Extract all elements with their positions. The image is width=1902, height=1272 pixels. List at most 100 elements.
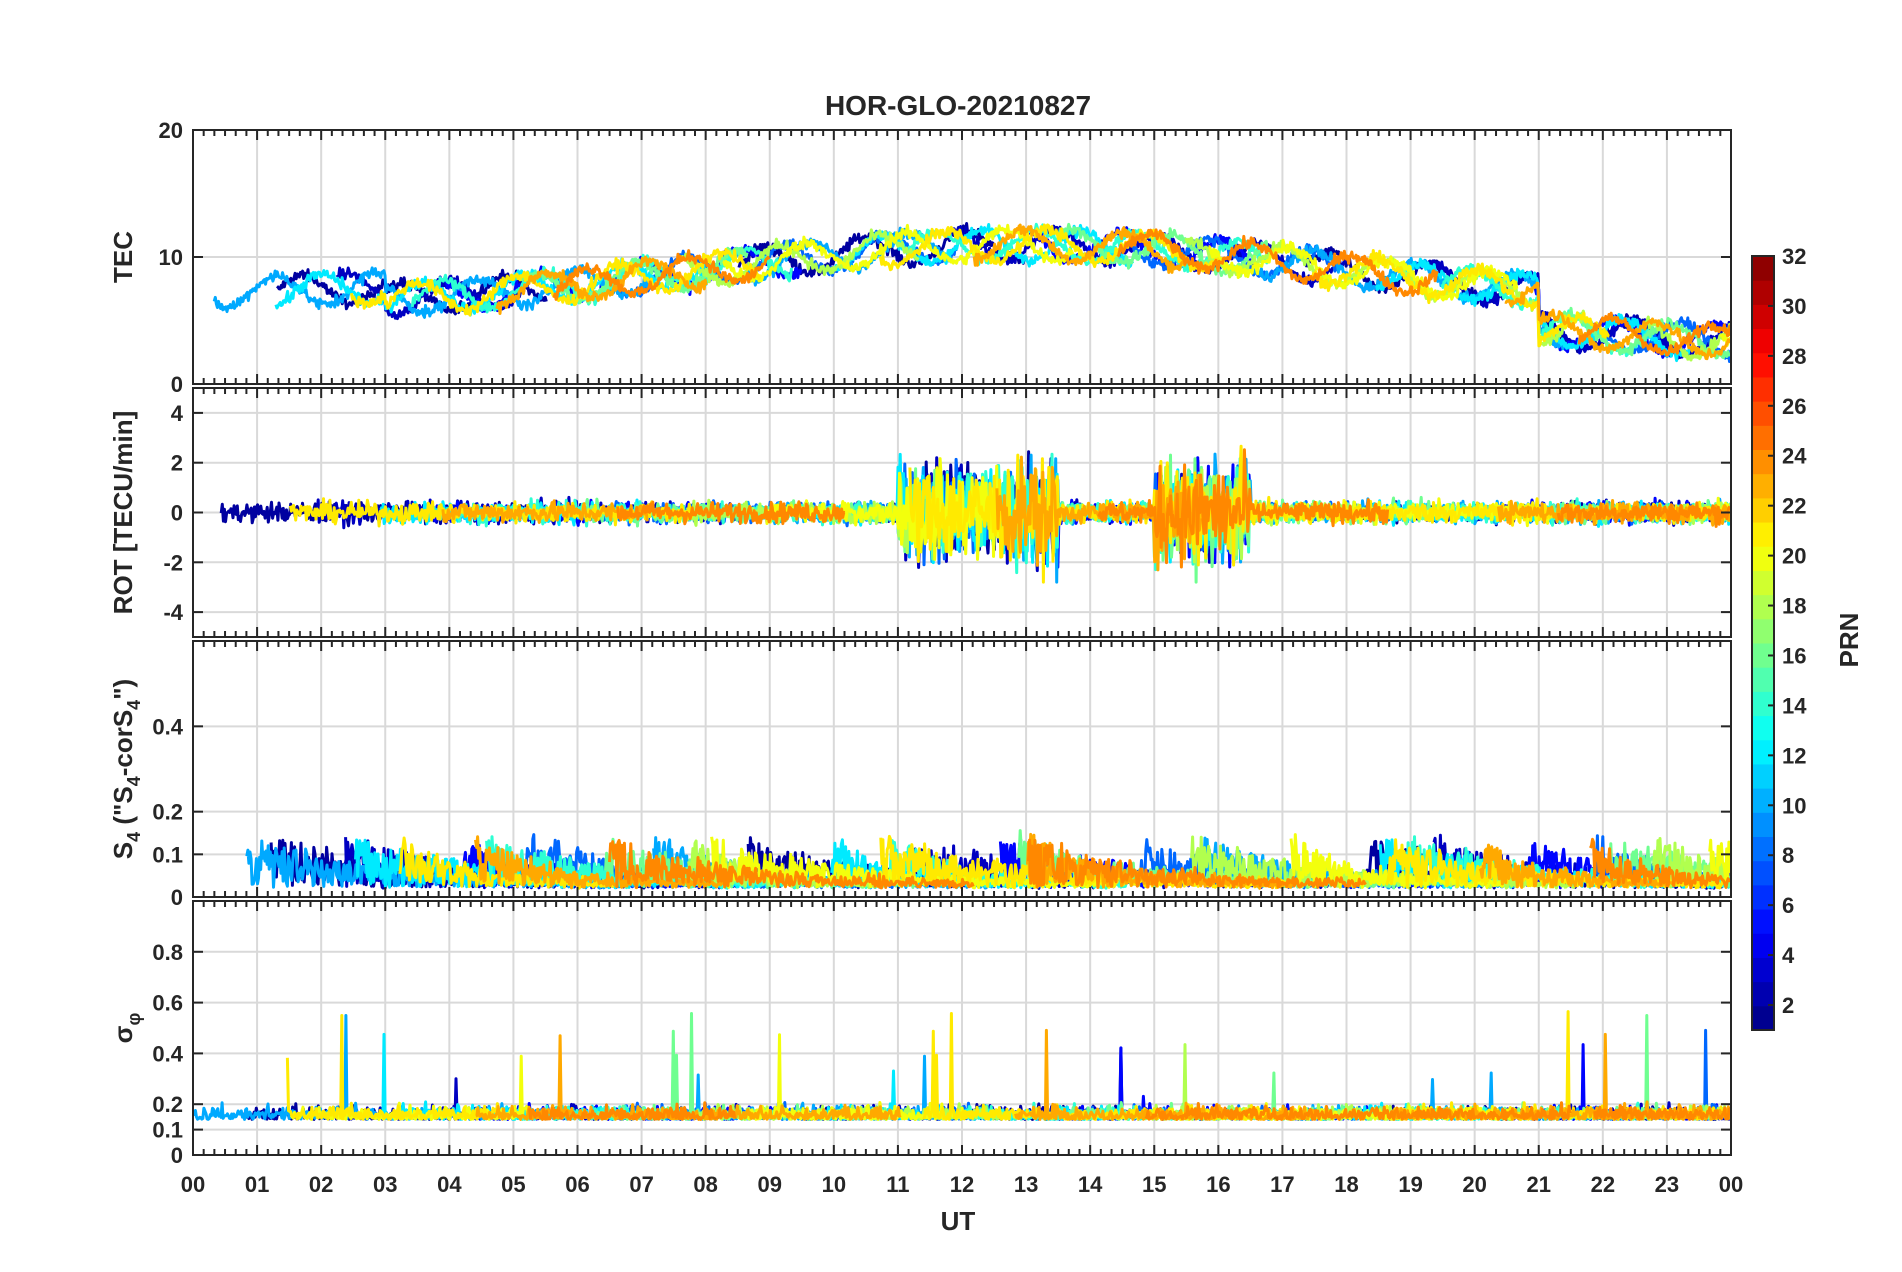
- series-line-prn-20: [1207, 238, 1519, 302]
- colorbar-tick-label: 14: [1782, 693, 1807, 718]
- series-line-prn-23: [1504, 281, 1731, 361]
- series-line-prn-23: [972, 223, 1187, 274]
- colorbar-swatch: [1752, 812, 1774, 837]
- y-tick-label: 0.4: [152, 714, 183, 739]
- colorbar-swatch: [1752, 860, 1774, 886]
- series-line-prn-20: [1289, 833, 1505, 890]
- panel-4: 00.10.2 0.4 0.6 0.8 σφ: [108, 900, 1732, 1168]
- y-axis-label: σφ: [108, 1013, 144, 1044]
- x-tick-label: 05: [501, 1172, 525, 1197]
- x-tick-label: 13: [1014, 1172, 1038, 1197]
- colorbar-swatch: [1752, 304, 1774, 330]
- y-tick-label: -4: [163, 600, 183, 625]
- colorbar-swatch: [1752, 618, 1774, 644]
- colorbar-swatch: [1752, 739, 1774, 765]
- colorbar-tick-label: 2: [1782, 993, 1794, 1018]
- y-tick-label: 0.1: [152, 842, 183, 867]
- y-tick-label: 10: [159, 245, 183, 270]
- colorbar-swatch: [1752, 328, 1774, 354]
- series-line-prn-24: [1589, 837, 1731, 890]
- colorbar-label: PRN: [1834, 613, 1864, 668]
- series-group: [193, 1010, 1731, 1121]
- x-axis: 00 01 02 03 04 05 06 07 08 09 10 11 12 13 14 15 16 17 18 19…: [181, 1172, 1743, 1197]
- y-tick-label: 0: [171, 501, 183, 526]
- x-tick-label: 01: [245, 1172, 269, 1197]
- series-line-prn-24: [1027, 838, 1367, 889]
- colorbar-swatch: [1752, 376, 1774, 402]
- colorbar-swatch: [1752, 280, 1774, 305]
- series-line-prn-24: [1577, 311, 1731, 357]
- series-line-prn-21: [1310, 249, 1610, 348]
- series-line-prn-24: [1593, 1104, 1731, 1121]
- series-line-prn-21: [285, 1014, 501, 1121]
- x-tick-label: 20: [1462, 1172, 1486, 1197]
- x-tick-label: 00: [1719, 1172, 1743, 1197]
- colorbar-tick-label: 24: [1782, 444, 1807, 469]
- x-tick-label: 04: [437, 1172, 462, 1197]
- y-tick-label: 0.1: [152, 1118, 183, 1143]
- series-line-prn-24: [528, 1101, 737, 1121]
- colorbar-swatch: [1752, 909, 1774, 934]
- colorbar-tick-label: 20: [1782, 544, 1806, 569]
- x-tick-label: 12: [950, 1172, 974, 1197]
- panel-2: -4 -2 0 2 4 ROT [TECU/min]: [108, 387, 1732, 638]
- colorbar-swatch: [1752, 715, 1774, 741]
- colorbar-swatch: [1752, 1005, 1774, 1031]
- x-tick-label: 10: [822, 1172, 846, 1197]
- colorbar-swatch: [1752, 473, 1774, 499]
- colorbar-tick-label: 22: [1782, 494, 1806, 519]
- colorbar-swatch: [1752, 643, 1774, 668]
- colorbar-tick-label: 28: [1782, 344, 1806, 369]
- series-line-prn-18: [1643, 315, 1731, 362]
- x-tick-label: 22: [1591, 1172, 1615, 1197]
- y-tick-label: 0: [171, 885, 183, 910]
- series-group: [245, 829, 1731, 890]
- series-line-prn-24: [608, 838, 975, 890]
- x-axis-label: UT: [941, 1206, 976, 1236]
- series-line-prn-12: [1375, 257, 1691, 363]
- x-tick-label: 09: [758, 1172, 782, 1197]
- colorbar-frame: [1751, 255, 1775, 1031]
- colorbar-tick-label: 10: [1782, 793, 1806, 818]
- y-tick-label: 0.4: [152, 1041, 183, 1066]
- colorbar-swatch: [1752, 788, 1774, 813]
- colorbar-tick-label: 30: [1782, 294, 1806, 319]
- colorbar-swatch: [1752, 957, 1774, 983]
- y-tick-label: 0.2: [152, 1092, 183, 1117]
- colorbar-swatch: [1752, 425, 1774, 450]
- x-tick-label: 16: [1206, 1172, 1230, 1197]
- colorbar-swatch: [1752, 594, 1774, 620]
- series-line-prn-24: [552, 249, 771, 301]
- y-tick-label: 0.8: [152, 940, 183, 965]
- colorbar-swatch: [1752, 933, 1774, 958]
- colorbar-swatch: [1752, 256, 1774, 281]
- y-tick-label: 0: [171, 372, 183, 397]
- colorbar-swatch: [1752, 570, 1774, 596]
- x-tick-label: 02: [309, 1172, 333, 1197]
- colorbar-swatch: [1752, 352, 1774, 378]
- x-tick-label: 21: [1527, 1172, 1551, 1197]
- y-axis-label: TEC: [108, 231, 138, 283]
- colorbar-swatch: [1752, 667, 1774, 692]
- colorbar-tick-label: 4: [1782, 943, 1795, 968]
- x-tick-label: 23: [1655, 1172, 1679, 1197]
- colorbar-swatch: [1752, 449, 1774, 475]
- y-tick-label: 0.2: [152, 800, 183, 825]
- series-line-prn-24: [1097, 448, 1390, 569]
- colorbar-swatch: [1752, 401, 1774, 426]
- colorbar-tick-label: 12: [1782, 743, 1806, 768]
- x-tick-label: 00: [181, 1172, 205, 1197]
- colorbar-swatch: [1752, 546, 1774, 571]
- panel-1: 0 10 20 TEC: [108, 118, 1732, 397]
- y-tick-label: 2: [171, 451, 183, 476]
- series-line-prn-21: [878, 223, 1221, 273]
- y-tick-label: -2: [163, 550, 183, 575]
- x-tick-label: 19: [1398, 1172, 1422, 1197]
- series-line-prn-23: [441, 499, 649, 524]
- y-tick-label: 0: [171, 1143, 183, 1168]
- colorbar-swatch: [1752, 884, 1774, 910]
- series-group: [219, 444, 1731, 584]
